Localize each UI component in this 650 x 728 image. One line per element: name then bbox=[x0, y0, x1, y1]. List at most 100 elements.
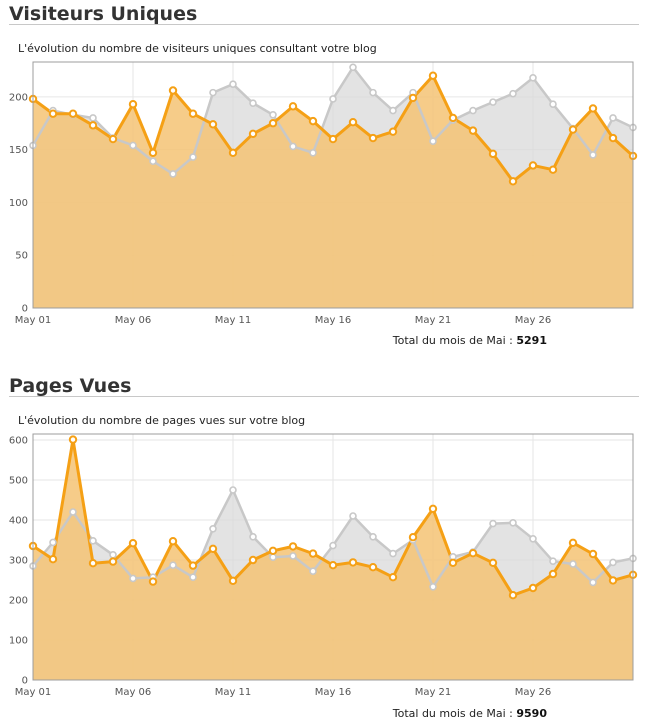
point-previous-month bbox=[429, 582, 437, 591]
point-previous-month bbox=[89, 114, 97, 122]
point-current-month bbox=[568, 125, 578, 134]
point-current-month bbox=[308, 116, 318, 126]
x-tick-label: May 06 bbox=[115, 315, 152, 326]
point-previous-month bbox=[529, 74, 537, 82]
point-current-month bbox=[228, 148, 238, 157]
point-current-month bbox=[608, 133, 618, 143]
point-previous-month bbox=[309, 567, 317, 576]
point-current-month bbox=[488, 149, 498, 159]
point-current-month bbox=[388, 127, 398, 136]
point-current-month bbox=[188, 109, 198, 118]
point-previous-month bbox=[149, 157, 157, 166]
point-previous-month bbox=[589, 151, 597, 159]
plot-frame bbox=[32, 433, 634, 681]
point-previous-month bbox=[589, 578, 597, 587]
point-current-month bbox=[288, 542, 298, 551]
point-current-month bbox=[208, 120, 218, 129]
point-previous-month bbox=[329, 541, 337, 550]
point-previous-month bbox=[169, 170, 177, 178]
total-pages-vues: Total du mois de Mai : 9590 bbox=[393, 707, 547, 720]
point-current-month bbox=[308, 549, 318, 558]
point-current-month bbox=[108, 557, 118, 566]
point-previous-month bbox=[429, 137, 437, 145]
point-current-month bbox=[588, 104, 598, 113]
point-current-month bbox=[468, 126, 478, 135]
point-previous-month bbox=[129, 141, 137, 150]
point-current-month bbox=[68, 435, 78, 444]
point-current-month bbox=[588, 549, 598, 559]
total-label: Total du mois de Mai : bbox=[392, 334, 513, 347]
point-current-month bbox=[408, 93, 418, 103]
y-tick-label: 0 bbox=[22, 676, 28, 687]
point-current-month bbox=[448, 558, 458, 567]
point-previous-month bbox=[489, 98, 497, 106]
point-current-month bbox=[168, 537, 178, 546]
point-current-month bbox=[88, 559, 98, 568]
point-current-month bbox=[568, 538, 578, 547]
y-tick-label: 600 bbox=[9, 436, 28, 447]
point-previous-month bbox=[509, 89, 517, 98]
point-previous-month bbox=[129, 574, 137, 583]
y-tick-label: 100 bbox=[9, 636, 28, 647]
x-tick-label: May 11 bbox=[215, 315, 252, 326]
y-tick-label: 50 bbox=[15, 251, 28, 262]
point-current-month bbox=[268, 119, 278, 128]
x-tick-label: May 26 bbox=[515, 315, 552, 326]
point-previous-month bbox=[289, 552, 297, 560]
point-previous-month bbox=[249, 532, 257, 541]
point-previous-month bbox=[49, 538, 57, 547]
point-current-month bbox=[388, 573, 398, 582]
point-current-month bbox=[348, 117, 358, 127]
point-current-month bbox=[188, 561, 198, 570]
point-previous-month bbox=[509, 518, 517, 527]
chart-pages-vues: 0 100 200 300 400 500 600 May 01 May 06 May 11 May… bbox=[9, 433, 638, 698]
point-current-month bbox=[608, 576, 618, 585]
point-current-month bbox=[348, 558, 358, 567]
point-previous-month bbox=[569, 560, 577, 568]
point-current-month bbox=[508, 177, 518, 186]
x-tick-label: May 16 bbox=[315, 315, 352, 326]
point-current-month bbox=[468, 549, 478, 558]
point-previous-month bbox=[549, 557, 557, 566]
y-tick-label: 100 bbox=[9, 198, 28, 209]
point-previous-month bbox=[389, 106, 397, 115]
point-previous-month bbox=[609, 558, 617, 567]
point-previous-month bbox=[349, 63, 357, 72]
point-previous-month bbox=[389, 549, 397, 558]
x-tick-label: May 21 bbox=[415, 687, 452, 698]
point-current-month bbox=[408, 533, 418, 542]
x-tick-label: May 01 bbox=[15, 315, 52, 326]
y-tick-label: 400 bbox=[9, 516, 28, 527]
point-previous-month bbox=[109, 550, 117, 559]
point-current-month bbox=[128, 539, 138, 548]
area-current-month bbox=[33, 75, 633, 308]
y-tick-label: 200 bbox=[9, 92, 28, 103]
x-tick-label: May 21 bbox=[415, 315, 452, 326]
point-current-month bbox=[368, 563, 378, 572]
x-tick-label: May 11 bbox=[215, 687, 252, 698]
point-previous-month bbox=[369, 88, 377, 97]
point-previous-month bbox=[269, 553, 277, 562]
point-previous-month bbox=[169, 561, 177, 570]
point-current-month bbox=[328, 134, 338, 144]
section-divider bbox=[9, 24, 639, 25]
point-previous-month bbox=[189, 573, 197, 582]
point-current-month bbox=[168, 86, 178, 95]
chart-visiteurs-uniques: 0 50 100 150 200 May 01 May 06 May 11 May 16 May … bbox=[9, 61, 638, 326]
chart-subtitle-visiteurs: L'évolution du nombre de visiteurs uniqu… bbox=[18, 42, 377, 55]
total-value: 9590 bbox=[516, 707, 547, 720]
point-previous-month bbox=[69, 508, 77, 516]
point-previous-month bbox=[209, 88, 217, 97]
total-label: Total du mois de Mai : bbox=[392, 707, 513, 720]
x-tick-label: May 26 bbox=[515, 687, 552, 698]
point-previous-month bbox=[209, 524, 217, 533]
y-tick-label: 300 bbox=[9, 556, 28, 567]
chart-subtitle-pages-vues: L'évolution du nombre de pages vues sur … bbox=[18, 414, 306, 427]
point-current-month bbox=[448, 113, 458, 123]
point-current-month bbox=[128, 100, 138, 109]
x-tick-label: May 16 bbox=[315, 687, 352, 698]
point-previous-month bbox=[269, 110, 277, 119]
point-previous-month bbox=[369, 532, 377, 541]
point-current-month bbox=[268, 546, 278, 555]
point-previous-month bbox=[329, 95, 337, 103]
